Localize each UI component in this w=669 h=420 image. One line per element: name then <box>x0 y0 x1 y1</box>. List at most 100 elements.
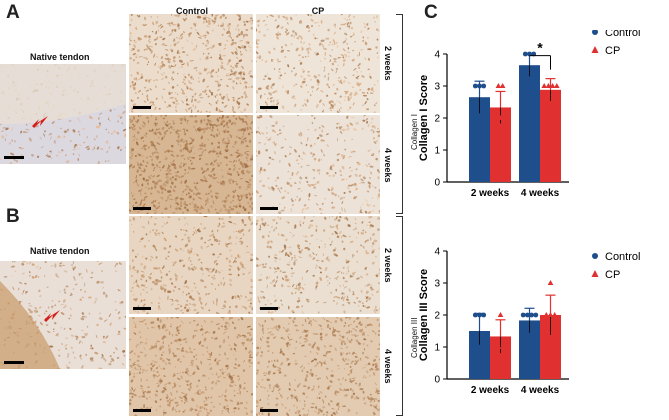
bar <box>490 336 511 379</box>
micrograph-c3-control-2w <box>129 216 253 314</box>
scale-bar <box>133 409 151 412</box>
data-point <box>533 312 539 318</box>
data-point <box>543 312 550 317</box>
native-tendon-label-a: Native tendon <box>30 52 90 62</box>
data-point <box>527 344 532 350</box>
data-point <box>554 83 560 88</box>
panel-letter-b: B <box>6 206 20 227</box>
legend-marker-control <box>592 253 598 259</box>
legend-marker-cp <box>591 46 599 53</box>
scale-bar <box>4 156 24 159</box>
bar <box>469 97 490 182</box>
bar <box>469 331 490 379</box>
legend-label-control: Control <box>605 251 640 263</box>
data-point <box>477 312 482 318</box>
bracket-collagen-1 <box>396 14 403 214</box>
row-label-2-weeks-a: 2 weeks <box>383 46 393 81</box>
micrograph-c1-cp-2w <box>256 14 380 113</box>
y-tick-label: 4 <box>434 50 440 61</box>
data-point <box>477 344 482 350</box>
arrow-icon-b <box>44 310 60 322</box>
x-tick-label: 4 weeks <box>521 188 560 199</box>
data-point <box>481 312 487 318</box>
y-tick-label: 4 <box>434 247 440 258</box>
legend-marker-control <box>592 30 598 35</box>
arrow-icon-a <box>32 116 48 128</box>
data-point <box>499 344 506 349</box>
data-point <box>547 280 554 285</box>
scale-bar <box>260 207 278 210</box>
micrograph-c3-cp-2w <box>256 216 380 314</box>
data-point <box>527 83 532 89</box>
data-point <box>472 312 478 318</box>
data-point <box>499 83 506 88</box>
significance-star: * <box>537 40 543 56</box>
data-point <box>541 83 547 88</box>
panel-letter-c: C <box>424 2 438 23</box>
y-tick-label: 2 <box>434 114 440 125</box>
y-tick-label: 3 <box>434 82 440 93</box>
row-label-4-weeks-a: 4 weeks <box>383 148 393 183</box>
micrograph-c3-control-4w <box>129 317 253 416</box>
data-point <box>481 83 487 89</box>
legend-marker-cp <box>591 270 599 277</box>
y-tick-label: 3 <box>434 279 440 290</box>
data-point <box>547 115 554 120</box>
chart-collagen-3: 0 1 2 3 4 Collagen III Score 2 weeks 4 weeks Con… <box>418 247 640 397</box>
data-point <box>495 83 502 88</box>
row-label-2-weeks-b: 2 weeks <box>383 248 393 283</box>
data-point <box>547 344 554 349</box>
scale-bar <box>4 361 24 364</box>
data-point <box>529 312 534 318</box>
scale-bar <box>260 106 278 109</box>
data-point <box>472 83 478 89</box>
bar <box>519 65 540 182</box>
y-axis-label: Collagen III Score <box>418 269 430 361</box>
y-tick-label: 1 <box>434 343 440 354</box>
row-label-4-weeks-b: 4 weeks <box>383 349 393 384</box>
scale-bar <box>260 307 278 310</box>
scale-bar <box>133 207 151 210</box>
data-point <box>551 312 558 317</box>
data-point <box>477 115 482 121</box>
native-tendon-label-b: Native tendon <box>30 246 90 256</box>
micrograph-c1-control-4w <box>129 115 253 214</box>
native-tendon-image-b <box>0 261 126 369</box>
data-point <box>520 312 526 318</box>
chart-collagen-1: 0 1 2 3 4 Collagen I Score 2 weeks 4 weeks * Cont… <box>418 30 640 199</box>
native-tendon-image-a <box>0 64 126 164</box>
bar <box>490 107 511 182</box>
x-tick-label: 2 weeks <box>471 188 510 199</box>
micrograph-c1-control-2w <box>129 14 253 113</box>
data-point <box>525 312 530 318</box>
data-point <box>522 51 528 57</box>
column-header-control: Control <box>176 6 208 16</box>
y-tick-label: 0 <box>434 375 440 386</box>
data-point <box>545 83 552 88</box>
bar <box>519 320 540 379</box>
y-axis-label: Collagen I Score <box>418 75 430 161</box>
micrograph-c1-cp-4w <box>256 115 380 214</box>
x-tick-label: 2 weeks <box>471 385 510 396</box>
x-tick-label: 4 weeks <box>521 385 560 396</box>
panel-letter-a: A <box>6 2 20 23</box>
data-point <box>497 115 504 120</box>
y-tick-label: 2 <box>434 311 440 322</box>
data-point <box>477 83 482 89</box>
data-point <box>497 312 504 317</box>
scale-bar <box>260 409 278 412</box>
data-point <box>549 83 556 88</box>
data-point <box>547 312 554 317</box>
micrograph-c3-cp-4w <box>256 317 380 416</box>
legend-label-cp: CP <box>605 269 620 281</box>
bracket-collagen-3 <box>396 216 403 416</box>
y-tick-label: 1 <box>434 146 440 157</box>
y-tick-label: 0 <box>434 178 440 189</box>
scale-bar <box>133 307 151 310</box>
data-point <box>495 344 502 349</box>
bar <box>540 89 561 182</box>
legend-label-cp: CP <box>605 45 620 57</box>
scale-bar <box>133 106 151 109</box>
legend-label-control: Control <box>605 30 640 39</box>
column-header-cp: CP <box>311 6 325 16</box>
